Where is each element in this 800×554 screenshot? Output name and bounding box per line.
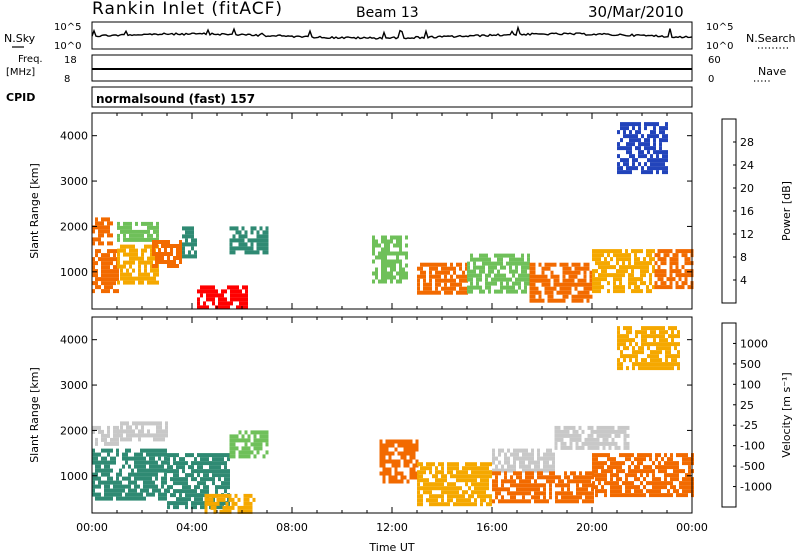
- freq-tick-low: 8: [64, 74, 70, 85]
- velocity-panel-region-4: [229, 430, 269, 459]
- beam-title: Beam 13: [356, 5, 419, 21]
- cpid-text: normalsound (fast) 157: [96, 92, 255, 106]
- velocity-plot-area: [92, 326, 694, 514]
- velocity-panel-region-6: [379, 439, 419, 484]
- power-panel-colorbar-tick-6: 4: [740, 274, 747, 287]
- power-colorbar-label: Power [dB]: [780, 181, 793, 241]
- power-panel-ytick-label-3: 4000: [60, 130, 88, 143]
- velocity-panel-ytick-label-0: 1000: [60, 470, 88, 483]
- velocity-ylabel: Slant Range [km]: [28, 367, 41, 463]
- cpid-label: CPID: [6, 91, 35, 104]
- nsearch-tick-high: 10^5: [706, 22, 733, 33]
- velocity-panel-region-8: [492, 448, 555, 473]
- power-panel-colorbar-tick-4: 12: [740, 228, 754, 241]
- velocity-panel-region-0: [92, 425, 119, 446]
- power-colorbar: 28 24 20 16 12 8 4: [721, 118, 754, 304]
- power-panel-region-10: [467, 253, 530, 294]
- freq-unit: [MHz]: [6, 67, 35, 78]
- power-panel-region-12: [592, 249, 655, 294]
- velocity-panel-region-7: [417, 462, 492, 507]
- power-panel-colorbar-tick-1: 24: [740, 159, 754, 172]
- power-panel-region-11: [529, 262, 593, 303]
- power-panel-region-7: [229, 226, 269, 255]
- velocity-panel-region-1: [92, 448, 167, 501]
- velocity-panel-colorbar-tick-3: 25: [740, 399, 754, 412]
- velocity-panel: Slant Range [km] 1000 2000 3000 4000 00:00 0…: [28, 316, 793, 554]
- nave-label: Nave: [758, 65, 786, 78]
- power-panel-region-13: [654, 249, 694, 290]
- power-panel-region-2: [117, 221, 159, 242]
- power-panel-region-3: [117, 244, 159, 285]
- nsky-panel: N.Sky 10^5 10^0 10^5 10^0 N.Search: [4, 21, 796, 52]
- freq-label: Freq.: [18, 54, 43, 65]
- x-tick-label-5: 20:00: [576, 521, 608, 534]
- velocity-panel-colorbar-tick-7: -1000: [740, 481, 772, 494]
- power-panel-colorbar-tick-3: 16: [740, 205, 754, 218]
- x-tick-label-3: 12:00: [376, 521, 408, 534]
- power-panel-region-1: [92, 249, 119, 294]
- freq-panel: Freq. [MHz] 18 8 60 0 Nave: [6, 54, 786, 85]
- power-ylabel: Slant Range [km]: [28, 163, 41, 259]
- nsky-tick-high: 10^5: [54, 22, 81, 33]
- date-title: 30/Mar/2010: [588, 3, 684, 21]
- x-tick-label-0: 00:00: [76, 521, 108, 534]
- x-tick-label-2: 08:00: [276, 521, 308, 534]
- power-panel-region-5: [182, 226, 197, 259]
- velocity-panel-region-9: [492, 471, 594, 504]
- nsearch-tick-low: 10^0: [706, 41, 733, 52]
- power-panel-colorbar-tick-2: 20: [740, 182, 754, 195]
- cpid-panel: CPID normalsound (fast) 157: [6, 86, 693, 108]
- x-tick-label-1: 04:00: [176, 521, 208, 534]
- x-axis-label: Time UT: [368, 541, 414, 554]
- power-panel-ytick-label-2: 3000: [60, 175, 88, 188]
- velocity-panel-ytick-label-1: 2000: [60, 424, 88, 437]
- nave-tick-low: 0: [708, 74, 714, 85]
- velocity-panel-colorbar-tick-6: -500: [740, 460, 765, 473]
- velocity-panel-region-11: [592, 453, 694, 498]
- power-panel-region-9: [417, 262, 468, 295]
- freq-tick-high: 18: [64, 55, 77, 66]
- velocity-panel-colorbar-tick-5: -100: [740, 440, 765, 453]
- power-panel-ytick-label-0: 1000: [60, 266, 88, 279]
- power-panel-region-0: [92, 217, 113, 246]
- power-panel-colorbar-tick-5: 8: [740, 251, 747, 264]
- nsky-label: N.Sky: [4, 32, 36, 45]
- x-tick-label-6: 00:00: [676, 521, 708, 534]
- nsearch-label: N.Search: [746, 32, 796, 45]
- velocity-panel-region-3: [167, 453, 230, 510]
- nsky-tick-low: 10^0: [54, 41, 81, 52]
- velocity-panel-region-2: [117, 421, 168, 442]
- power-panel-region-6: [197, 285, 248, 310]
- power-panel-region-14: [617, 122, 668, 175]
- nave-tick-high: 60: [708, 55, 721, 66]
- velocity-panel-colorbar-tick-4: -25: [740, 419, 758, 432]
- power-panel-region-4: [152, 240, 182, 268]
- velocity-panel-ytick-label-2: 3000: [60, 379, 88, 392]
- velocity-panel-colorbar-tick-1: 500: [740, 358, 761, 371]
- velocity-panel-region-12: [617, 326, 680, 371]
- power-panel-region-8: [372, 235, 408, 284]
- x-tick-label-4: 16:00: [476, 521, 508, 534]
- velocity-panel-region-10: [554, 425, 630, 450]
- velocity-panel-colorbar-tick-2: 100: [740, 378, 761, 391]
- velocity-panel-ytick-label-3: 4000: [60, 334, 88, 347]
- velocity-colorbar: 1000 500 100 25 -25 -100 -500 -1000: [721, 322, 772, 508]
- station-title: Rankin Inlet (fitACF): [92, 0, 283, 19]
- power-panel-ytick-label-1: 2000: [60, 220, 88, 233]
- power-panel-colorbar-tick-0: 28: [740, 136, 754, 149]
- velocity-colorbar-label: Velocity [m s⁻¹]: [780, 372, 793, 457]
- velocity-panel-colorbar-tick-0: 1000: [740, 337, 768, 350]
- nsky-series-line: [91, 25, 693, 40]
- power-plot-area: [92, 122, 694, 310]
- power-panel: Slant Range [km] 1000 2000 3000 4000 28 24 20…: [28, 112, 793, 310]
